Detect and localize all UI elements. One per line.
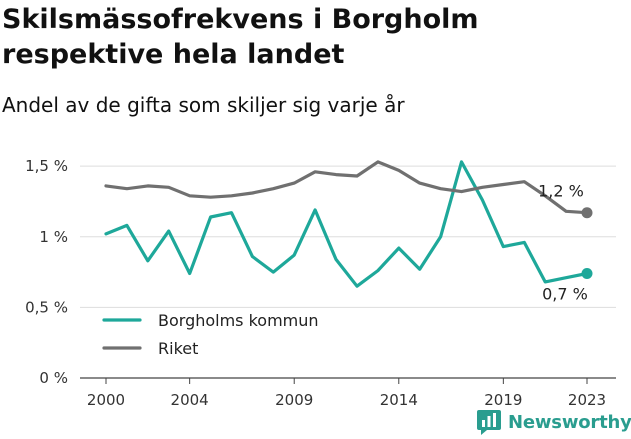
x-axis-ticks: 2000 2004 2009 2014 2019 2023 [87, 378, 606, 409]
legend: Borgholms kommun Riket [102, 311, 319, 358]
y-tick-label: 0 % [39, 369, 68, 387]
series-group: 0,7 % 1,2 % [104, 160, 593, 303]
chart-subtitle: Andel av de gifta som skiljer sig varje … [2, 93, 405, 117]
grid-lines [80, 165, 616, 379]
series-line-riket [104, 160, 589, 215]
end-point-riket [581, 207, 593, 219]
end-value-label: 1,2 % [538, 182, 584, 201]
end-value-label: 0,7 % [542, 284, 588, 303]
y-tick-label: 1 % [39, 228, 68, 246]
y-tick-label: 1,5 % [25, 157, 68, 175]
newsworthy-brand[interactable]: Newsworthy [476, 407, 631, 437]
x-tick-label: 2023 [568, 391, 606, 409]
series-line-borgholm [104, 160, 589, 288]
x-tick-label: 2004 [171, 391, 209, 409]
x-tick-label: 2019 [484, 391, 522, 409]
end-point-borgholm [581, 267, 593, 279]
x-tick-label: 2009 [275, 391, 313, 409]
y-tick-label: 0,5 % [25, 298, 68, 316]
x-tick-label: 2014 [380, 391, 418, 409]
brand-name: Newsworthy [508, 411, 631, 433]
legend-label: Borgholms kommun [158, 311, 319, 330]
chart-title: Skilsmässofrekvens i Borgholm respektive… [2, 4, 479, 70]
newsworthy-logo-icon [477, 410, 501, 435]
legend-label: Riket [158, 339, 198, 358]
x-tick-label: 2000 [87, 391, 125, 409]
y-axis-ticks: 0 % 0,5 % 1 % 1,5 % [25, 157, 68, 387]
